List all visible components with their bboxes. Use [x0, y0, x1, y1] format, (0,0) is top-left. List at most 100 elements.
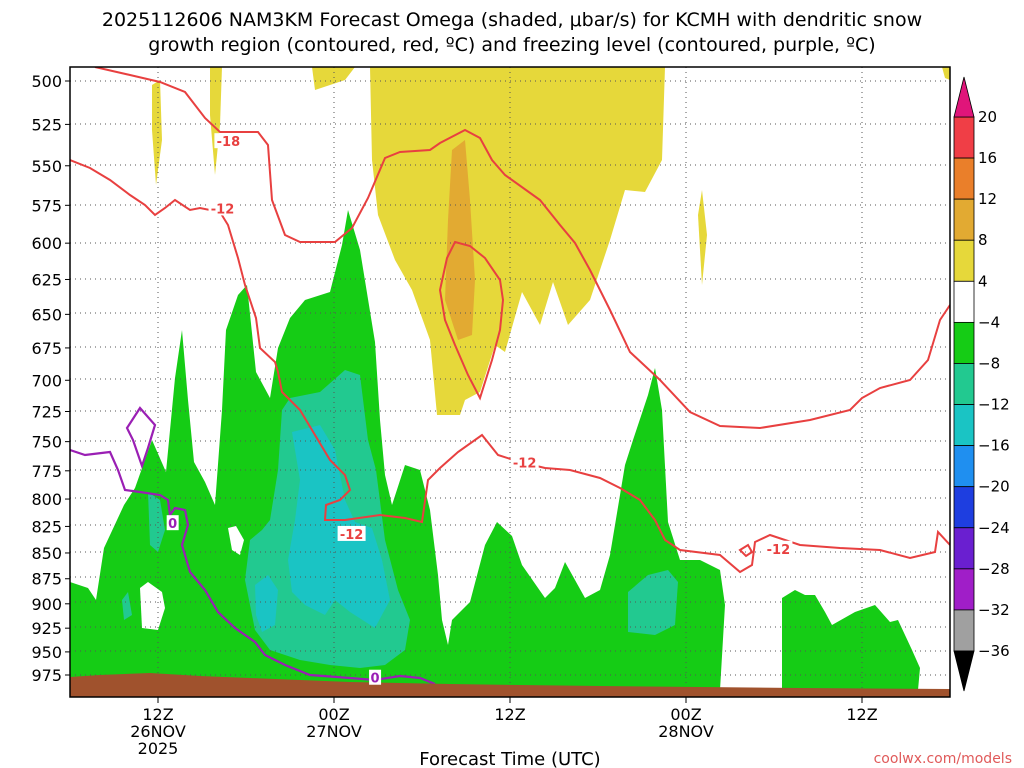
contour-labels: -18 -12 -12 -12 -12 0 0	[166, 133, 793, 687]
contour-label-bg	[510, 454, 539, 470]
contour-label-bg	[369, 669, 382, 685]
contour-label-bg	[166, 515, 179, 531]
colorbar-bottom-arrow	[953, 650, 975, 692]
plot-area	[70, 67, 950, 697]
colorbar-band	[953, 157, 975, 200]
omega-shade-minus-8-minus-12	[628, 570, 678, 635]
x-axis-label: Forecast Time (UTC)	[419, 749, 600, 768]
terrain	[70, 673, 950, 697]
colorbar-band	[953, 363, 975, 405]
zero-contour	[70, 448, 436, 686]
colorbar-label: −16	[978, 437, 1010, 455]
pressure-tick-label: 700	[31, 371, 62, 390]
contour-label-bg	[337, 525, 366, 541]
time-tick-label: 27NOV	[306, 722, 362, 741]
time-tick-label: 12Z	[494, 705, 525, 724]
colorbar-label: −12	[978, 396, 1010, 414]
contour-label-bg	[214, 133, 243, 149]
dendritic-growth-contours	[70, 67, 950, 574]
contour-label: -12	[340, 528, 364, 543]
time-tick-label: 00Z	[318, 705, 349, 724]
credit-text: coolwx.com/models	[874, 751, 1012, 767]
pressure-tick-label: 800	[31, 490, 62, 509]
contour-label-bg	[764, 540, 793, 556]
pressure-tick-label: 500	[31, 72, 62, 91]
colorbar-band	[953, 239, 975, 282]
chart-title-line-1: 2025112606 NAM3KM Forecast Omega (shaded…	[102, 9, 922, 31]
colorbar-band	[953, 321, 975, 364]
pressure-tick-label: 775	[31, 462, 62, 481]
minus-12-inner-contour	[438, 240, 505, 401]
time-tick-label: 28NOV	[658, 722, 714, 741]
colorbar-band	[953, 486, 975, 529]
pressure-tick-label: 975	[31, 666, 62, 685]
colorbar-label: −36	[978, 642, 1010, 660]
pressure-tick-label: 625	[31, 270, 62, 289]
omega-shade-4-8	[370, 67, 665, 415]
colorbar-top-arrow	[953, 76, 975, 118]
minus-18-contour	[94, 67, 950, 430]
omega-shade-4-8	[312, 67, 355, 90]
pressure-tick-label: 750	[31, 433, 62, 452]
colorbar-label: −24	[978, 519, 1010, 537]
time-tick-label: 12Z	[142, 705, 173, 724]
pressure-tick-label: 575	[31, 196, 62, 215]
colorbar-label: −20	[978, 478, 1010, 496]
colorbar: 20 16 12 8 4 −4 −8 −12 −16 −20 −24 −28 −32 −36	[953, 76, 1010, 692]
pressure-tick-label: 950	[31, 643, 62, 662]
pressure-axis: 500 525 550 575 600 625 650 675 700 725 750 775 800 8…	[31, 72, 70, 685]
colorbar-band	[953, 280, 975, 323]
time-tick-label: 12Z	[846, 705, 877, 724]
omega-shade-minus-8-minus-12	[122, 592, 132, 620]
minus-12-contour	[70, 159, 950, 574]
omega-shade-4-8	[152, 80, 162, 185]
pressure-tick-label: 925	[31, 619, 62, 638]
contour-label: -12	[211, 202, 235, 217]
pressure-tick-label: 525	[31, 115, 62, 134]
omega-shade-8-12	[445, 140, 475, 340]
colorbar-band	[953, 609, 975, 652]
omega-shade-4-8	[210, 67, 222, 175]
omega-shade-minus-4-minus-8	[70, 210, 725, 690]
pressure-tick-label: 650	[31, 305, 62, 324]
pressure-tick-label: 600	[31, 234, 62, 253]
colorbar-band	[953, 116, 975, 159]
omega-shade-minus-8-minus-12	[148, 492, 165, 552]
contour-label: -12	[513, 457, 537, 472]
colorbar-band	[953, 198, 975, 241]
colorbar-label: 16	[978, 149, 997, 167]
pressure-tick-label: 550	[31, 157, 62, 176]
colorbar-band	[953, 568, 975, 611]
colorbar-label: 8	[978, 231, 988, 249]
minus-12-small-contour	[738, 543, 754, 558]
colorbar-label: −4	[978, 313, 1000, 331]
colorbar-label: −8	[978, 354, 1000, 372]
pressure-tick-label: 675	[31, 339, 62, 358]
contour-label: -12	[767, 543, 791, 558]
pressure-tick-label: 725	[31, 402, 62, 421]
time-tick-label: 00Z	[670, 705, 701, 724]
freezing-level-contours	[70, 406, 436, 686]
omega-shade-minus-12-minus-16	[255, 575, 278, 632]
pressure-tick-label: 850	[31, 544, 62, 563]
time-tick-label: 26NOV	[130, 722, 186, 741]
chart-title-line-2: growth region (contoured, red, ºC) and f…	[148, 34, 875, 56]
time-tick-label: 2025	[138, 739, 179, 758]
contour-label: 0	[371, 672, 380, 687]
omega-shade-4-8	[698, 190, 707, 285]
zero-closed-contour	[125, 406, 157, 470]
time-grid	[157, 67, 863, 697]
colorbar-label: −32	[978, 601, 1010, 619]
pressure-tick-label: 825	[31, 517, 62, 536]
colorbar-label: 20	[978, 108, 997, 126]
contour-label: 0	[168, 517, 177, 532]
colorbar-band	[953, 404, 975, 447]
colorbar-band	[953, 445, 975, 488]
pressure-tick-label: 875	[31, 570, 62, 589]
pressure-tick-label: 900	[31, 595, 62, 614]
contour-label-bg	[208, 200, 237, 216]
colorbar-label: 4	[978, 272, 988, 290]
omega-shade-4-8	[942, 67, 950, 80]
